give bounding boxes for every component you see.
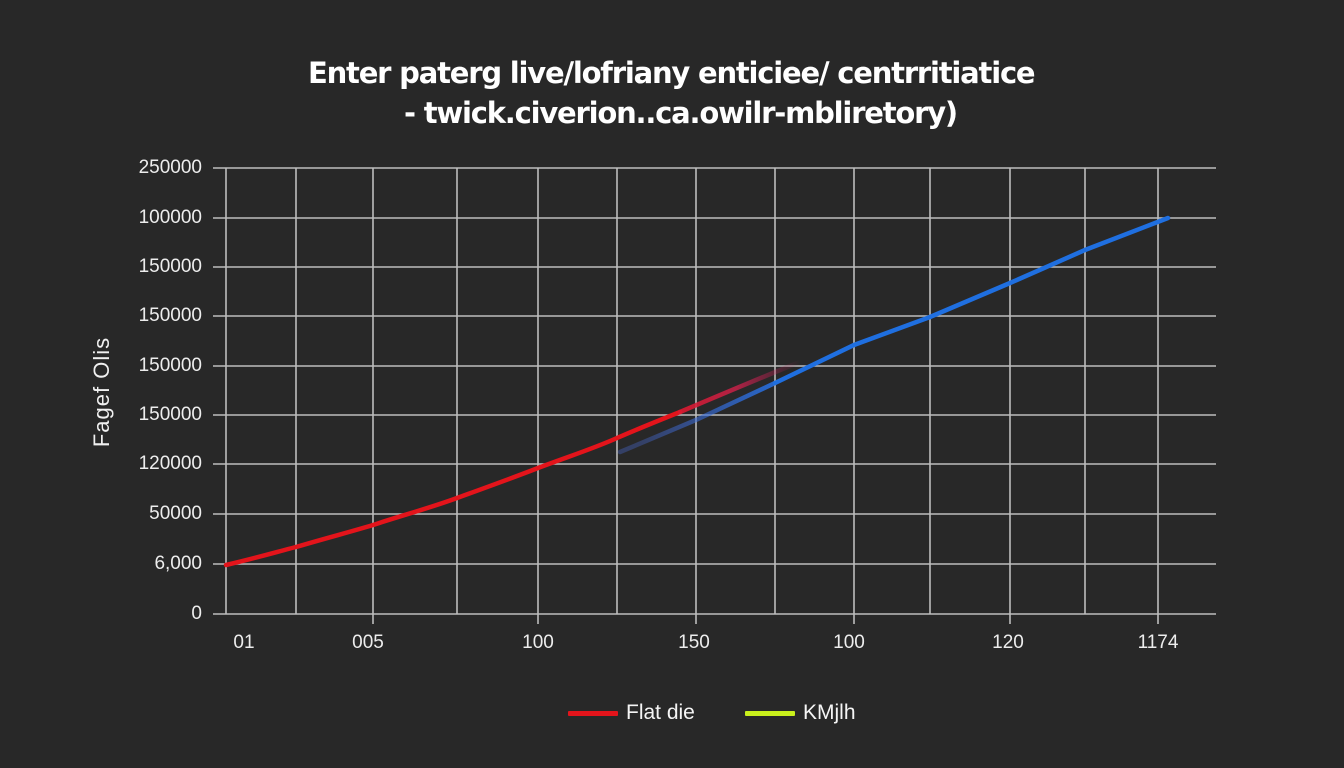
y-tick-label: 150000	[138, 355, 202, 376]
y-tick-label: 120000	[138, 453, 202, 474]
x-tick-label: 005	[352, 632, 384, 653]
legend-label: KMjlh	[803, 701, 856, 724]
y-tick-label: 150000	[138, 256, 202, 277]
x-tick-label: 1174	[1137, 632, 1179, 653]
x-tick-label: 100	[833, 632, 865, 653]
x-tick-label: 01	[233, 632, 255, 653]
vertical-gridlines	[225, 168, 1159, 614]
chart-title-line-2: - twick.civerion..ca.owilr-mbliretory)	[404, 96, 958, 130]
legend-swatch-yellow-green	[745, 710, 795, 716]
y-tick-label: 0	[191, 603, 202, 624]
series-line-blue	[772, 215, 1171, 386]
y-tick-label: 150000	[138, 404, 202, 425]
y-tick-label: 6,000	[154, 553, 202, 574]
legend-item-kmjlh: KMjlh	[745, 700, 856, 726]
y-tick-label: 50000	[149, 503, 202, 524]
x-tick-label: 120	[992, 632, 1024, 653]
chart-title-line-1: Enter paterg live/lofriany enticiee/ cen…	[308, 56, 1036, 90]
series-line-red	[223, 409, 683, 568]
legend-item-flat-die: Flat die	[568, 700, 695, 726]
x-tick-label: 150	[678, 632, 710, 653]
legend-label: Flat die	[626, 701, 695, 724]
y-tick-label: 100000	[138, 207, 202, 228]
horizontal-gridlines	[213, 167, 1216, 615]
y-tick-label: 250000	[138, 157, 202, 178]
legend-swatch-red	[568, 710, 618, 716]
series-line-blue	[617, 380, 778, 455]
series-line-red-fade	[677, 359, 803, 415]
y-tick-label: 150000	[138, 305, 202, 326]
x-axis-ticks	[372, 614, 1159, 624]
x-tick-label: 100	[522, 632, 554, 653]
